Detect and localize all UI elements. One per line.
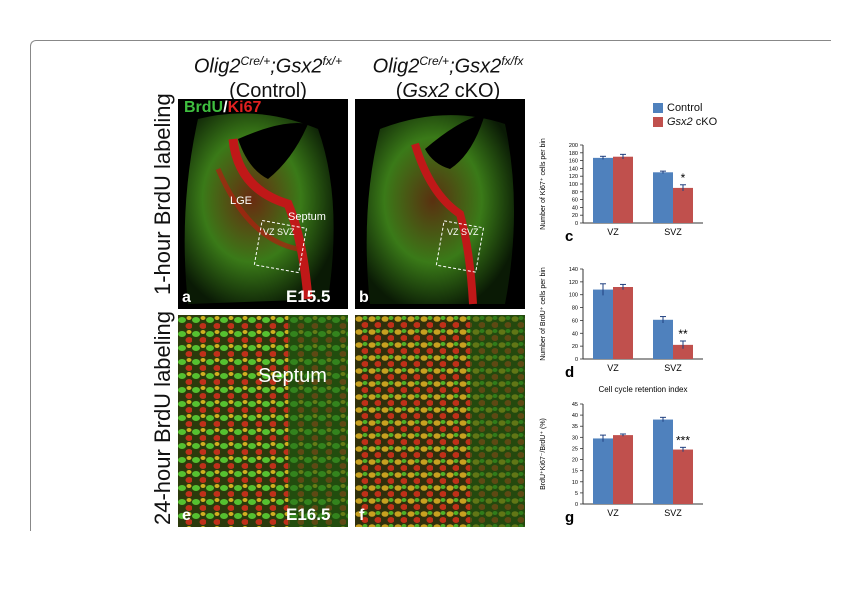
chart-legend: Control Gsx2 cKO [653,102,717,130]
panel-label-d: d [565,364,574,381]
figure-frame [30,40,831,531]
y-tick-label: 20 [572,458,578,464]
panel-b-micrograph: VZ SVZ b [355,99,525,309]
bar [653,172,673,223]
panel-e-micrograph: Septum e E16.5 [178,315,348,527]
x-tick-label: SVZ [664,508,682,518]
y-tick-label: 180 [569,151,578,157]
x-tick-label: VZ [607,227,619,237]
panel-label-b: b [359,289,369,306]
y-tick-label: 80 [572,306,578,312]
legend-swatch-cko [653,117,663,127]
y-tick-label: 45 [572,402,578,408]
bar [613,435,633,504]
y-tick-label: 35 [572,424,578,430]
y-tick-label: 25 [572,446,578,452]
y-tick-label: 140 [569,166,578,172]
y-tick-label: 120 [569,280,578,286]
label-lge: LGE [230,195,253,207]
y-axis-label: Number of BrdU⁺ cells per bin [540,267,547,361]
label-vz-svz-a: VZ SVZ [263,227,295,237]
y-tick-label: 60 [572,198,578,204]
bar [653,319,673,359]
column-title-cko: Olig2Cre/+;Gsx2fx/fx (Gsx2 cKO) [372,54,524,102]
figure: 1-hour BrdU labeling 24-hour BrdU labeli… [148,47,718,531]
y-tick-label: 10 [572,480,578,486]
legend-item-cko: Gsx2 cKO [653,116,717,128]
panel-label-a: a [182,289,191,306]
stage-label-top: E15.5 [286,287,331,306]
row-label-1hour: 1-hour BrdU labeling [150,93,175,295]
panel-label-g: g [565,509,574,526]
legend-swatch-control [653,103,663,113]
x-tick-label: VZ [607,363,619,373]
y-tick-label: 60 [572,318,578,324]
y-tick-label: 20 [572,344,578,350]
y-tick-label: 80 [572,190,578,196]
significance-marker: ** [678,327,688,341]
bar [593,438,613,504]
chart-title: Cell cycle retention index [599,385,688,394]
legend-item-control: Control [653,102,717,114]
y-tick-label: 0 [575,357,578,363]
y-tick-label: 15 [572,469,578,475]
panel-a-micrograph: BrdU/Ki67 LGE Septum VZ SVZ a E15.5 [178,99,348,309]
stain-label: BrdU/Ki67 [184,99,262,116]
y-tick-label: 160 [569,159,578,165]
label-vz-svz-b: VZ SVZ [447,227,479,237]
x-tick-label: VZ [607,508,619,518]
y-tick-label: 30 [572,435,578,441]
y-tick-label: 100 [569,293,578,299]
significance-marker: * [681,171,686,185]
y-tick-label: 100 [569,182,578,188]
panel-label-e: e [182,507,191,524]
stage-label-bottom: E16.5 [286,505,331,524]
tissue-image-f [355,315,525,527]
column-title-control: Olig2Cre/+;Gsx2fx/+ (Control) [193,54,343,102]
bar [673,187,693,223]
x-tick-label: SVZ [664,227,682,237]
bar [653,419,673,504]
panel-f-micrograph: f [355,315,525,527]
y-tick-label: 200 [569,143,578,149]
y-tick-label: 40 [572,205,578,211]
row-label-24hour: 24-hour BrdU labeling [150,310,175,525]
x-tick-label: SVZ [664,363,682,373]
tissue-image-a [184,113,334,304]
tissue-image-e [178,315,348,527]
significance-marker: *** [676,433,690,447]
bar [593,157,613,223]
y-tick-label: 5 [575,491,578,497]
y-axis-label: BrdU⁺Ki67⁻/BrdU⁺ (%) [540,418,547,490]
y-tick-label: 40 [572,413,578,419]
panel-label-c: c [565,228,573,245]
y-tick-label: 140 [569,267,578,273]
legend-label-control: Control [667,102,703,114]
label-septum-large: Septum [258,365,327,387]
bar [673,449,693,504]
chart-panel-d: 0 20 40 60 80 100 120 140 Number of BrdU⁺ cells … [540,267,703,381]
label-septum-small: Septum [288,211,326,223]
bar [613,156,633,223]
y-tick-label: 20 [572,213,578,219]
y-axis-label: Number of Ki67⁺ cells per bin [540,138,547,230]
y-tick-label: 120 [569,174,578,180]
tissue-image-b [366,114,514,305]
legend-label-cko: Gsx2 cKO [667,116,718,128]
chart-panel-g: Cell cycle retention index 0 5 10 15 20 25 30 35… [540,385,703,526]
bar [673,344,693,359]
y-tick-label: 40 [572,331,578,337]
y-tick-label: 0 [575,502,578,508]
bar [613,287,633,359]
bar [593,289,613,359]
panel-label-f: f [359,507,365,524]
y-tick-label: 0 [575,221,578,227]
